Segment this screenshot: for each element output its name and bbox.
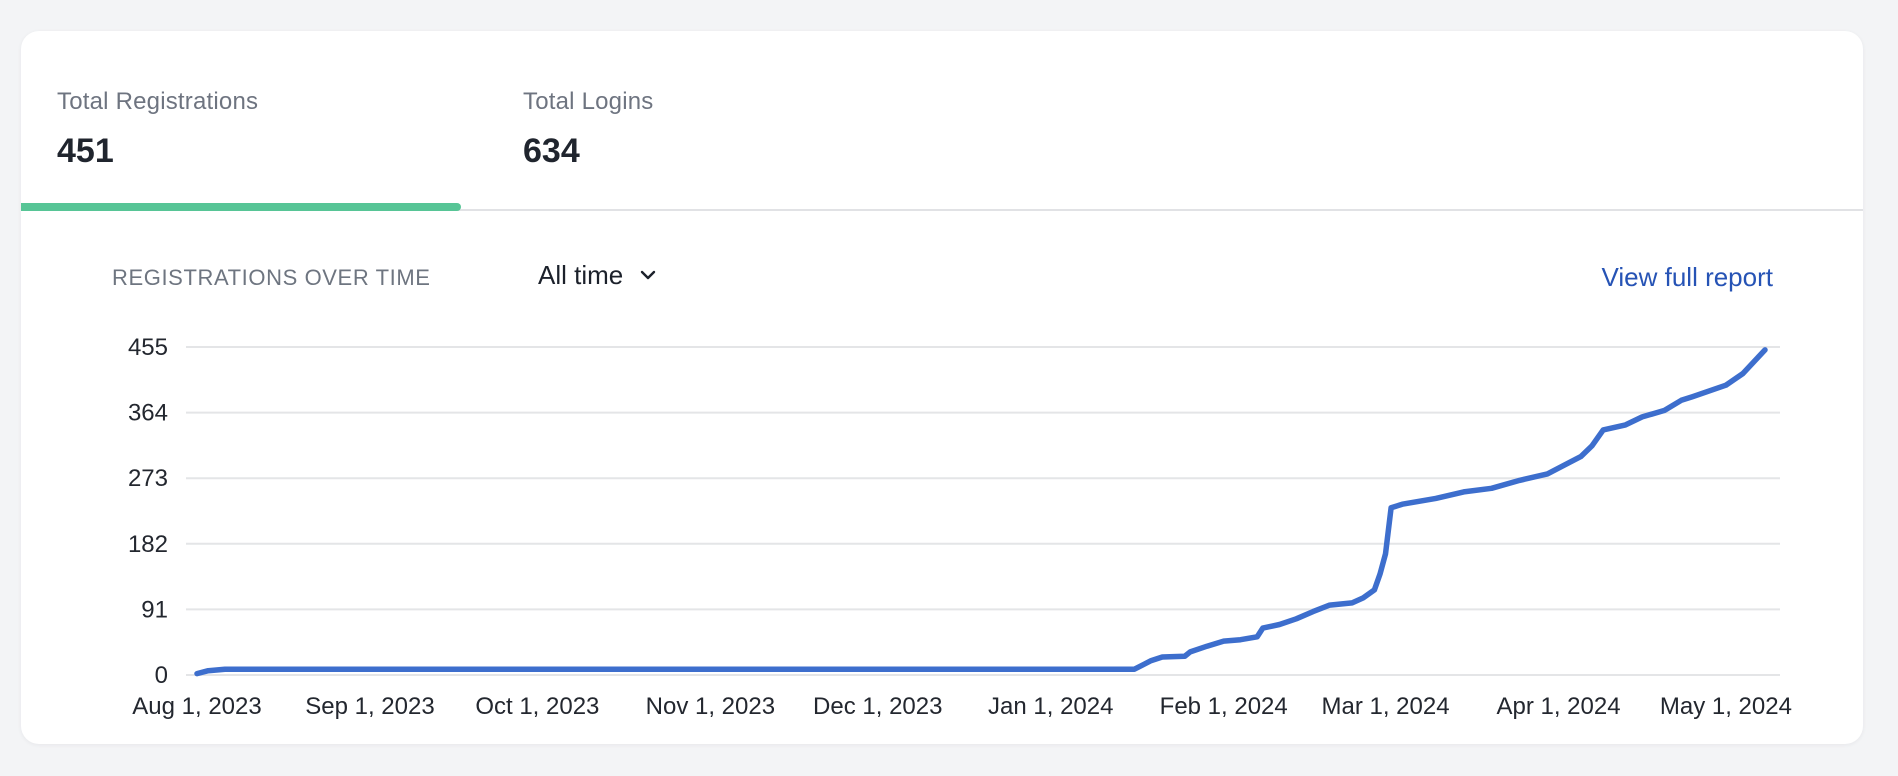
tab-total-logins[interactable]: Total Logins 634 [523,88,654,171]
x-axis-tick-label: Aug 1, 2023 [132,693,261,720]
tab-divider [21,209,1863,211]
time-range-dropdown[interactable]: All time [538,260,659,291]
y-axis-tick-label: 91 [141,596,168,623]
tab-total-registrations[interactable]: Total Registrations 451 [57,88,258,171]
x-axis-tick-label: Oct 1, 2023 [475,693,599,720]
registrations-analytics-card: Total Registrations 451 Total Logins 634… [21,31,1863,744]
time-range-value: All time [538,260,624,290]
x-axis-tick-label: Apr 1, 2024 [1496,693,1620,720]
x-axis-tick-label: May 1, 2024 [1660,693,1792,720]
series-line-registrations [194,347,1768,677]
y-axis-tick-label: 273 [128,465,168,492]
total-logins-value: 634 [523,132,580,170]
y-axis-tick-label: 182 [128,531,168,558]
x-axis-tick-label: Dec 1, 2023 [813,693,942,720]
x-axis-tick-label: Sep 1, 2023 [305,693,434,720]
registrations-line-chart: 0 91 182 273 364 455 Aug 1, 2023 Sep 1, 2023 Oct… [128,334,1792,720]
x-axis-tick-label: Nov 1, 2023 [646,693,775,720]
chart-section-title: REGISTRATIONS OVER TIME [112,265,431,290]
active-tab-indicator [21,203,461,211]
y-axis-tick-label: 0 [155,662,168,689]
x-axis-tick-label: Feb 1, 2024 [1160,693,1288,720]
view-full-report-link[interactable]: View full report [1601,262,1774,292]
tab-label: Total Registrations [57,88,259,115]
y-axis-tick-label: 455 [128,334,168,361]
x-axis-tick-label: Jan 1, 2024 [988,693,1113,720]
total-registrations-value: 451 [57,132,114,170]
tab-label: Total Logins [523,88,654,115]
x-axis-tick-label: Mar 1, 2024 [1322,693,1450,720]
y-axis-tick-label: 364 [128,400,168,427]
chevron-down-icon [637,264,659,291]
